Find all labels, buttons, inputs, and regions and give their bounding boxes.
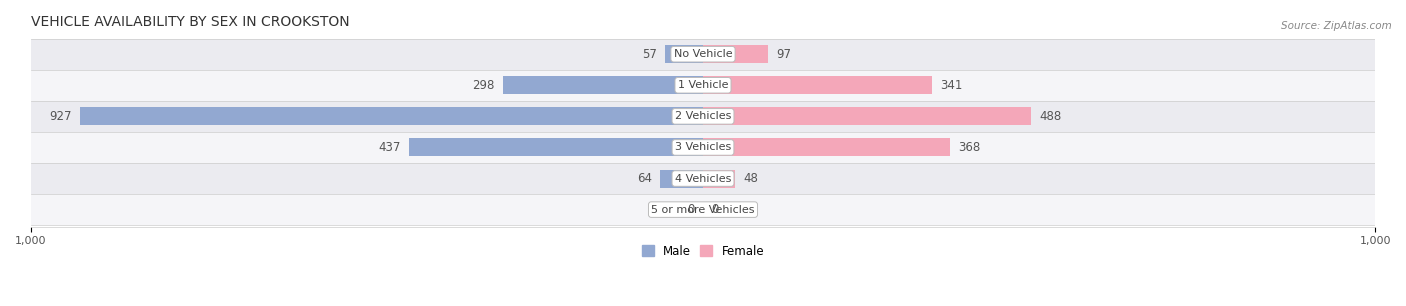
Text: 437: 437 (378, 141, 401, 154)
Text: 368: 368 (959, 141, 981, 154)
Text: 341: 341 (941, 79, 963, 92)
Text: 5 or more Vehicles: 5 or more Vehicles (651, 205, 755, 215)
Bar (703, 138, 950, 156)
Bar (31, 163, 1375, 194)
Bar (703, 76, 932, 94)
Bar (703, 170, 735, 188)
Bar (703, 45, 768, 63)
Bar (703, 107, 1031, 125)
Bar (409, 138, 703, 156)
Text: 488: 488 (1039, 110, 1062, 123)
Text: 298: 298 (472, 79, 495, 92)
Text: 0: 0 (711, 203, 718, 216)
Bar (31, 132, 1375, 163)
Text: 97: 97 (776, 48, 792, 61)
Bar (31, 39, 1375, 70)
Text: 48: 48 (744, 172, 758, 185)
Text: 4 Vehicles: 4 Vehicles (675, 174, 731, 184)
Bar (659, 170, 703, 188)
Bar (80, 107, 703, 125)
Text: 2 Vehicles: 2 Vehicles (675, 111, 731, 121)
Text: 1 Vehicle: 1 Vehicle (678, 80, 728, 90)
Bar (503, 76, 703, 94)
Text: 3 Vehicles: 3 Vehicles (675, 143, 731, 152)
Text: 64: 64 (637, 172, 652, 185)
Bar (31, 194, 1375, 225)
Text: 927: 927 (49, 110, 72, 123)
Text: 0: 0 (688, 203, 695, 216)
Text: Source: ZipAtlas.com: Source: ZipAtlas.com (1281, 21, 1392, 32)
Text: No Vehicle: No Vehicle (673, 49, 733, 59)
Bar (31, 101, 1375, 132)
Bar (31, 70, 1375, 101)
Legend: Male, Female: Male, Female (637, 240, 769, 263)
Text: VEHICLE AVAILABILITY BY SEX IN CROOKSTON: VEHICLE AVAILABILITY BY SEX IN CROOKSTON (31, 15, 349, 29)
Bar (665, 45, 703, 63)
Text: 57: 57 (641, 48, 657, 61)
